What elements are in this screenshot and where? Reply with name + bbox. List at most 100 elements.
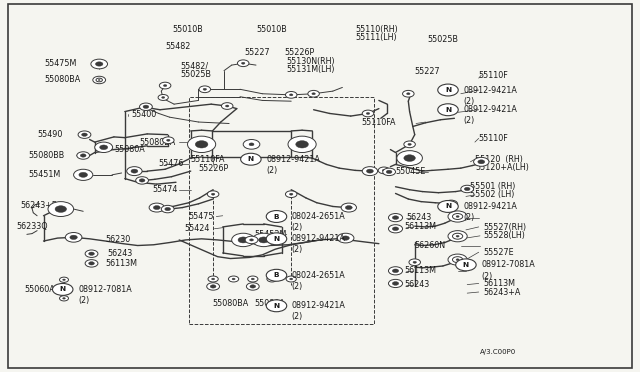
Text: 55025B: 55025B (180, 70, 211, 79)
Text: (2): (2) (292, 282, 303, 291)
Circle shape (456, 259, 459, 260)
Text: B: B (274, 272, 279, 278)
Text: 55080BA: 55080BA (140, 138, 176, 147)
Circle shape (259, 237, 269, 243)
Circle shape (438, 104, 458, 116)
Text: 55120+A(LH): 55120+A(LH) (475, 163, 529, 172)
Text: 08912-9421A: 08912-9421A (463, 86, 517, 94)
Circle shape (74, 169, 93, 180)
Circle shape (387, 170, 392, 173)
Circle shape (207, 283, 220, 290)
Circle shape (388, 279, 403, 288)
Circle shape (453, 214, 462, 219)
Circle shape (478, 160, 484, 164)
Circle shape (448, 231, 467, 242)
Circle shape (453, 234, 462, 239)
Circle shape (91, 59, 108, 69)
Circle shape (413, 261, 417, 263)
Text: 56243+A: 56243+A (483, 288, 520, 296)
Circle shape (166, 139, 170, 141)
Text: B: B (274, 214, 279, 219)
Circle shape (382, 169, 386, 171)
Text: 56113M: 56113M (404, 266, 436, 275)
Circle shape (409, 259, 420, 266)
Circle shape (378, 167, 390, 174)
Circle shape (55, 206, 67, 212)
Text: 55080BA: 55080BA (212, 299, 249, 308)
Circle shape (241, 62, 245, 64)
Text: 08912-9421A: 08912-9421A (463, 105, 517, 114)
Circle shape (65, 232, 82, 242)
Text: 55110(RH): 55110(RH) (355, 25, 398, 34)
Text: N: N (273, 303, 280, 309)
Circle shape (392, 269, 399, 273)
Text: 55400: 55400 (131, 110, 156, 119)
Circle shape (238, 237, 248, 243)
Text: 56113M: 56113M (106, 259, 138, 268)
Circle shape (404, 155, 415, 161)
Circle shape (97, 78, 102, 81)
Circle shape (93, 76, 106, 84)
Circle shape (95, 62, 103, 66)
Text: 56113M: 56113M (483, 279, 515, 288)
Circle shape (99, 79, 100, 80)
Circle shape (312, 93, 316, 95)
Circle shape (404, 141, 415, 148)
Circle shape (448, 202, 454, 205)
Circle shape (210, 285, 216, 288)
Text: 56243+B: 56243+B (20, 201, 58, 210)
Circle shape (81, 154, 86, 157)
Circle shape (288, 136, 316, 153)
Text: 56233Q: 56233Q (16, 222, 47, 231)
Circle shape (388, 267, 403, 275)
Circle shape (452, 257, 463, 263)
Text: N: N (445, 87, 451, 93)
Circle shape (48, 202, 74, 217)
Circle shape (127, 167, 142, 176)
Circle shape (154, 206, 160, 209)
Circle shape (252, 233, 275, 247)
Text: N: N (445, 203, 451, 209)
Circle shape (452, 233, 463, 239)
Text: 55475: 55475 (189, 212, 214, 221)
Circle shape (95, 142, 113, 153)
Circle shape (136, 177, 148, 184)
Circle shape (208, 276, 218, 282)
Text: N: N (273, 236, 280, 242)
Circle shape (248, 276, 258, 282)
Text: 55120  (RH): 55120 (RH) (475, 155, 523, 164)
Text: 56243: 56243 (108, 249, 132, 258)
Circle shape (456, 235, 459, 237)
Circle shape (392, 216, 399, 219)
Text: (2): (2) (292, 223, 303, 232)
Circle shape (140, 179, 145, 182)
Circle shape (207, 191, 219, 198)
Text: (2): (2) (292, 312, 303, 321)
Circle shape (266, 269, 287, 281)
Text: 55110FA: 55110FA (362, 118, 396, 126)
Text: 56230: 56230 (106, 235, 131, 244)
Circle shape (165, 207, 170, 211)
Circle shape (159, 82, 171, 89)
Circle shape (252, 278, 254, 280)
Circle shape (474, 157, 489, 166)
Circle shape (408, 143, 412, 145)
Text: N: N (60, 286, 66, 292)
Circle shape (266, 300, 287, 312)
Circle shape (162, 97, 164, 98)
Circle shape (362, 167, 378, 176)
Text: 55490: 55490 (37, 130, 63, 139)
Circle shape (70, 235, 77, 240)
Text: 55045E: 55045E (396, 167, 426, 176)
Text: 55010B: 55010B (256, 25, 287, 34)
Circle shape (243, 140, 260, 149)
Text: A/3.C00P0: A/3.C00P0 (480, 349, 516, 355)
Circle shape (161, 205, 174, 213)
Circle shape (131, 169, 138, 173)
Circle shape (438, 84, 458, 96)
Text: 55080BA: 55080BA (45, 76, 81, 84)
Text: 55528(LH): 55528(LH) (483, 231, 525, 240)
Text: (2): (2) (463, 213, 475, 222)
Text: 55226P: 55226P (198, 164, 228, 173)
Circle shape (88, 252, 95, 255)
